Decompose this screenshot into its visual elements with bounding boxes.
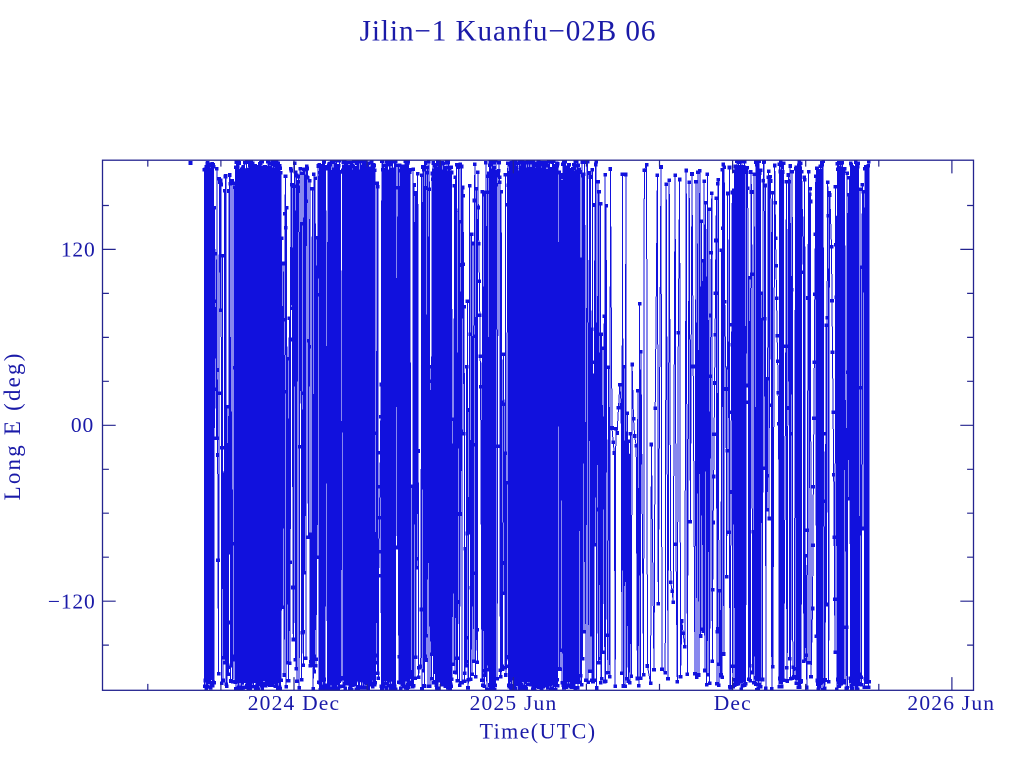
svg-text:Dec: Dec [714, 691, 752, 715]
svg-text:Jilin−1 Kuanfu−02B 06: Jilin−1 Kuanfu−02B 06 [360, 16, 657, 48]
svg-text:2025 Jun: 2025 Jun [470, 691, 558, 715]
svg-text:Time(UTC): Time(UTC) [480, 719, 597, 744]
svg-text:00: 00 [71, 413, 94, 437]
svg-text:120: 120 [61, 237, 96, 261]
svg-text:2024 Dec: 2024 Dec [248, 691, 341, 715]
svg-text:−120: −120 [48, 589, 96, 613]
svg-text:2026 Jun: 2026 Jun [907, 691, 995, 715]
svg-text:Long E (deg): Long E (deg) [0, 351, 25, 500]
